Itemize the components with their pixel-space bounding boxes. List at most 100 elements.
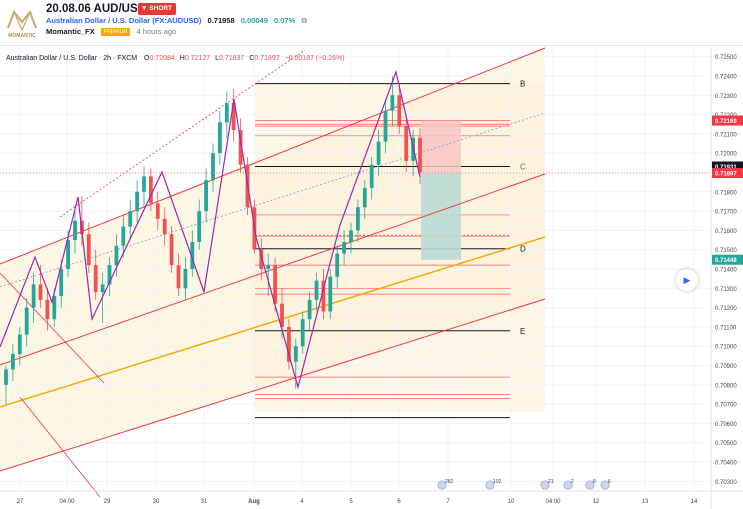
price-tick-label: 0.71200	[715, 306, 737, 312]
event-count: 2	[571, 479, 574, 485]
legend-low: 0.71837	[219, 55, 245, 62]
legend-open: 0.72084	[149, 55, 175, 62]
price-badge-label: 0.71931	[715, 165, 737, 171]
legend-high: 0.72127	[184, 55, 211, 62]
candle-body	[356, 207, 360, 231]
stop-loss-zone	[421, 120, 461, 174]
price-tick-label: 0.70700	[715, 403, 737, 409]
candle-body	[169, 234, 174, 266]
diagonal-line	[0, 272, 105, 384]
candle-body	[100, 284, 105, 293]
event-count: 6	[608, 479, 611, 485]
candle-body	[38, 284, 43, 300]
candle-body	[328, 276, 333, 312]
candle-body	[335, 253, 340, 277]
candle-body	[280, 303, 284, 327]
candle-body	[93, 265, 98, 293]
share-icon[interactable]: ⧉	[301, 16, 308, 25]
event-marker[interactable]: 6	[600, 479, 611, 490]
symbol-row: Australian Dollar / U.S. Dollar (FX:AUDU…	[46, 16, 307, 26]
flag-icon	[485, 480, 495, 490]
price-tick-label: 0.72100	[715, 132, 737, 138]
author-name[interactable]: Momantic_FX	[46, 27, 95, 36]
level-label-d: D	[520, 245, 526, 254]
candle-body	[293, 346, 298, 362]
price-tick-label: 0.70600	[715, 422, 737, 428]
time-tick-label: 30	[153, 499, 160, 505]
candle-body	[149, 176, 153, 204]
candle-body	[176, 265, 181, 289]
event-count: 8	[593, 479, 596, 485]
event-marker[interactable]: 102	[485, 479, 502, 490]
time-tick-label: 5	[349, 499, 353, 505]
take-profit-zone	[421, 173, 461, 260]
event-marker[interactable]: 2	[563, 479, 574, 490]
candle-body	[314, 280, 319, 300]
candle-body	[52, 296, 57, 320]
price-chart[interactable]: BCDE0.725000.724000.723000.722000.721000…	[0, 47, 743, 509]
published-time: 4 hours ago	[136, 27, 177, 36]
price-tick-label: 0.72400	[715, 74, 737, 80]
event-marker[interactable]: 8	[585, 479, 596, 490]
flag-icon	[540, 480, 550, 490]
candle-body	[404, 126, 409, 161]
price-tick-label: 0.70800	[715, 383, 737, 389]
candle-body	[121, 226, 126, 246]
candle-body	[4, 369, 8, 385]
price-tick-label: 0.71000	[715, 345, 737, 351]
flag-icon	[563, 480, 573, 490]
candle-body	[107, 265, 112, 285]
candle-body	[59, 269, 64, 297]
candle-body	[197, 211, 202, 242]
level-label-c: C	[520, 162, 526, 171]
logo-text: MOMANTIC	[8, 33, 36, 39]
short-badge: ▼ SHORT	[138, 3, 176, 15]
candle-body	[66, 240, 70, 269]
candle-body	[390, 95, 395, 111]
candle-body	[238, 130, 243, 165]
price-badge	[712, 115, 743, 126]
candle-body	[321, 280, 326, 312]
price-tick-label: 0.72500	[715, 55, 737, 61]
candle-body	[211, 153, 215, 181]
legend-title: Australian Dollar / U.S. Dollar · 2h · F…	[6, 55, 138, 62]
short-badge-label: SHORT	[149, 5, 172, 12]
trend-dashed-line	[0, 112, 546, 288]
event-marker[interactable]: 282	[437, 479, 454, 490]
orange-trend-line	[0, 236, 546, 408]
candle-body	[383, 110, 388, 142]
price-tick-label: 0.70300	[715, 480, 737, 486]
time-tick-label: 13	[642, 499, 649, 505]
candle-body	[266, 265, 271, 269]
price-badge	[712, 254, 743, 265]
price-tick-label: 0.71800	[715, 190, 737, 196]
momantic-logo[interactable]: MOMANTIC	[2, 6, 42, 40]
price-tick-label: 0.70400	[715, 461, 737, 467]
time-tick-label: 10	[508, 499, 515, 505]
price-badge	[712, 168, 743, 179]
play-button[interactable]: ▶	[676, 269, 698, 291]
flag-icon	[600, 480, 610, 490]
candle-body	[86, 234, 91, 266]
event-count: 102	[493, 479, 502, 485]
legend-change: −0.00187 (−0.26%)	[284, 55, 345, 62]
symbol-price: 0.71958	[207, 16, 235, 25]
diagonal-line	[19, 396, 101, 498]
candle-body	[287, 326, 291, 362]
symbol-link[interactable]: Australian Dollar / U.S. Dollar (FX:AUDU…	[46, 16, 202, 25]
level-label-e: E	[520, 327, 525, 336]
time-tick-label: 7	[446, 499, 450, 505]
idea-title[interactable]: 20.08.06 AUD/USD	[46, 3, 146, 15]
candle-body	[11, 353, 15, 370]
author-row: Momantic_FX PREMIUM 4 hours ago	[46, 27, 176, 36]
candle-body	[142, 176, 146, 192]
play-icon: ▶	[683, 275, 691, 285]
time-tick-label: 14	[691, 499, 698, 505]
chart-area[interactable]: BCDE0.725000.724000.723000.722000.721000…	[0, 47, 743, 509]
candle-body	[114, 245, 119, 266]
event-marker[interactable]: 21	[540, 479, 554, 490]
candle-body	[397, 95, 402, 127]
candle-body	[31, 284, 36, 308]
candle-body	[231, 102, 236, 131]
level-label-b: B	[520, 80, 525, 89]
